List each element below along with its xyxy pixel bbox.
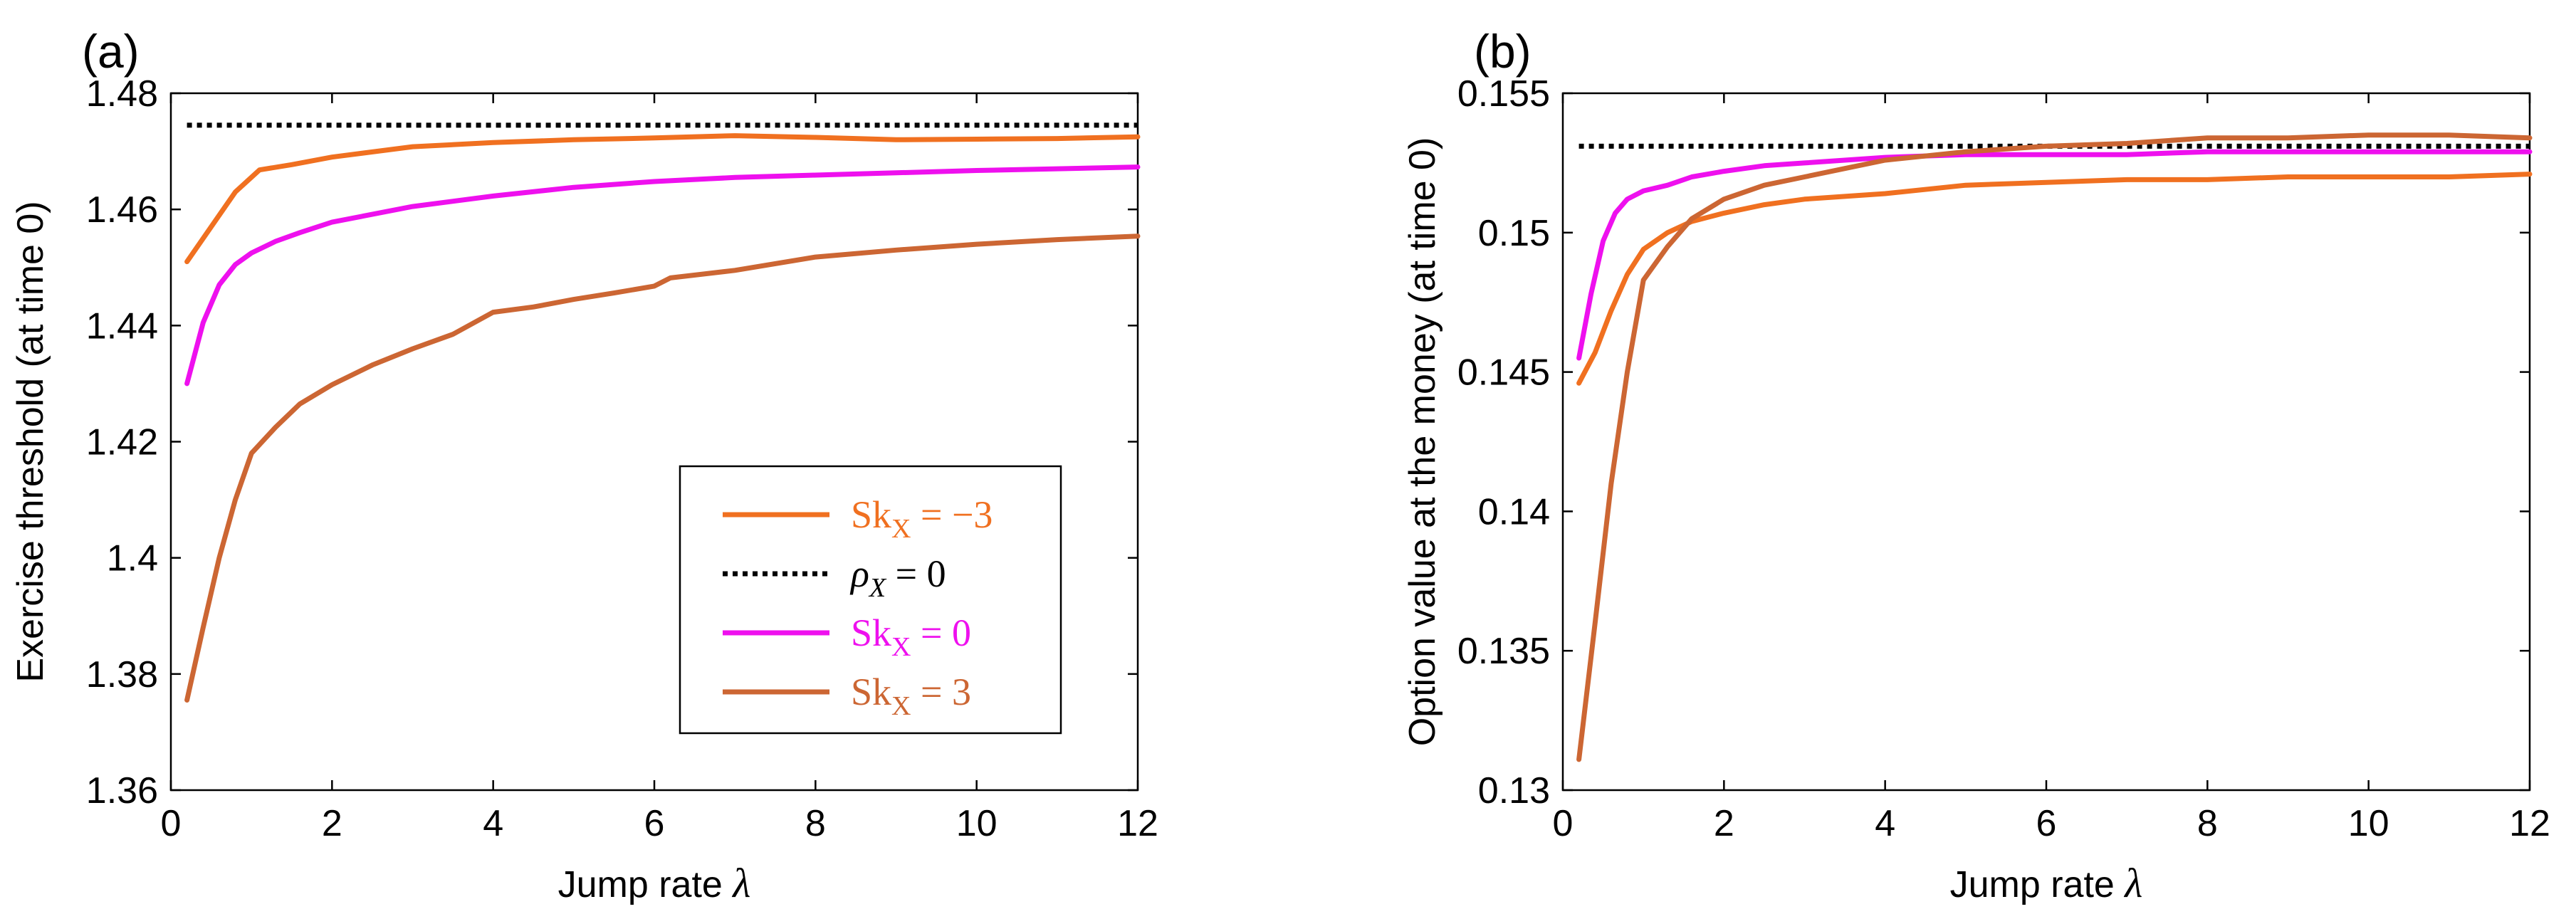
x-tick-label: 2	[1714, 803, 1734, 844]
legend-name: Sk	[851, 611, 891, 654]
y-axis-label: Option value at the money (at time 0)	[1402, 137, 1443, 747]
y-tick-label: 0.13	[1478, 770, 1550, 811]
y-tick-label: 0.135	[1457, 631, 1550, 672]
x-axis-label-text: Jump rate	[558, 864, 733, 905]
legend-entry: SkX = 0	[851, 611, 971, 662]
x-axis-label: Jump rate λ	[558, 860, 751, 906]
series-line-0	[1576, 172, 2533, 386]
x-tick-label: 2	[322, 803, 342, 844]
legend-subscript: X	[868, 573, 887, 603]
y-tick-label: 1.42	[86, 422, 158, 463]
x-tick-label: 8	[805, 803, 826, 844]
x-tick-label: 0	[1553, 803, 1574, 844]
y-tick-label: 1.4	[107, 538, 158, 579]
x-axis-label-symbol: λ	[731, 860, 750, 906]
legend-name: Sk	[851, 493, 891, 536]
x-tick-label: 0	[161, 803, 182, 844]
y-axis-label: Exercise threshold (at time 0)	[10, 201, 51, 682]
series-line-3	[184, 233, 1141, 703]
legend-value: = 3	[911, 671, 971, 713]
x-axis-label-text: Jump rate	[1950, 864, 2125, 905]
y-tick-label: 0.14	[1478, 491, 1550, 532]
y-tick-label: 1.36	[86, 770, 158, 811]
legend-entry: SkX = 3	[851, 671, 971, 721]
legend-subscript: X	[891, 691, 911, 721]
legend-entry: SkX = −3	[851, 493, 993, 544]
series-line-3	[1576, 132, 2533, 762]
legend-value: = −3	[911, 493, 993, 536]
legend-value: = 0	[911, 611, 971, 654]
y-tick-label: 1.44	[86, 305, 158, 347]
x-tick-label: 12	[1117, 803, 1158, 844]
x-tick-label: 4	[1875, 803, 1895, 844]
x-tick-label: 8	[2197, 803, 2218, 844]
series-line-2	[184, 164, 1141, 387]
x-tick-label: 6	[2036, 803, 2057, 844]
panel-label: (a)	[82, 25, 140, 78]
panel-b: 0 2 4 6 8 10 12 0.13 0.135 0.14 0.145 0.15 0.155 Jump…	[1402, 25, 2550, 906]
legend-name: Sk	[851, 671, 891, 713]
legend-entry: ρX = 0	[849, 552, 946, 603]
y-tick-label: 0.155	[1457, 73, 1550, 115]
legend-name: ρ	[849, 552, 869, 595]
x-axis-label: Jump rate λ	[1950, 860, 2143, 906]
x-tick-label: 6	[644, 803, 665, 844]
y-tick-label: 0.15	[1478, 213, 1550, 254]
panel-a: 0 2 4 6 8 10 12 1.36 1.38 1.4 1.42 1.44 1.46 1.48 Jump…	[10, 25, 1158, 906]
legend-value: = 0	[886, 552, 946, 595]
y-tick-label: 1.46	[86, 189, 158, 231]
y-tick-label: 0.145	[1457, 352, 1550, 394]
x-tick-label: 4	[483, 803, 503, 844]
series-line-2	[1576, 149, 2533, 361]
legend-box	[679, 465, 1062, 735]
series-line-0	[184, 133, 1141, 265]
panel-label: (b)	[1474, 25, 1532, 78]
legend-subscript: X	[891, 632, 911, 662]
x-tick-label: 10	[956, 803, 998, 844]
legend-subscript: X	[891, 514, 911, 544]
x-axis-label-symbol: λ	[2123, 860, 2142, 906]
x-tick-label: 12	[2509, 803, 2550, 844]
y-tick-label: 1.38	[86, 654, 158, 695]
y-tick-label: 1.48	[86, 73, 158, 115]
x-tick-label: 10	[2348, 803, 2389, 844]
